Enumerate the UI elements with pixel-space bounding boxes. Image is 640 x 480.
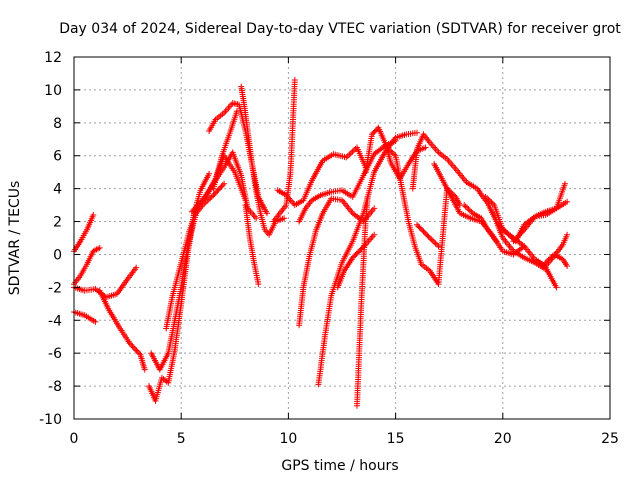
series-arc-21: [362, 124, 429, 182]
series-arc-15: [274, 144, 369, 209]
data-point-markers: [542, 251, 571, 269]
x-tick-label: 20: [494, 431, 512, 447]
series-arc-13: [242, 202, 262, 288]
y-tick-label: 2: [53, 215, 62, 231]
series-arc-22: [384, 144, 463, 288]
data-point-markers: [362, 124, 429, 182]
y-tick-label: 10: [44, 83, 62, 99]
x-tick-label: 25: [601, 431, 619, 447]
data-point-markers: [461, 202, 500, 245]
data-point-markers: [354, 193, 371, 409]
y-tick-label: -6: [48, 346, 62, 362]
x-tick-label: 15: [387, 431, 405, 447]
data-points: [71, 77, 571, 409]
y-tick-label: 4: [53, 182, 62, 198]
y-tick-label: 8: [53, 116, 62, 132]
series-arc-24: [414, 221, 442, 250]
series-arc-11: [210, 108, 240, 192]
data-point-markers: [510, 198, 571, 245]
y-tick-label: -8: [48, 379, 62, 395]
chart-title: Day 034 of 2024, Sidereal Day-to-day VTE…: [59, 21, 621, 37]
y-tick-label: -2: [48, 280, 62, 296]
series-arc-31: [542, 251, 571, 269]
plot-frame: [73, 56, 611, 420]
y-tick-label: -4: [48, 313, 62, 329]
series-arc-26: [461, 202, 500, 245]
series-arc-23: [409, 131, 549, 273]
x-tick-label: 5: [177, 431, 186, 447]
data-point-markers: [210, 108, 240, 192]
data-point-markers: [414, 221, 442, 250]
x-axis-title: GPS time / hours: [281, 458, 398, 474]
data-point-markers: [96, 287, 148, 373]
series-arc-20: [354, 193, 371, 409]
x-tick-label: 0: [70, 431, 79, 447]
y-axis-title: SDTVAR / TECUs: [7, 181, 23, 296]
y-tick-label: 6: [53, 149, 62, 165]
data-point-markers: [274, 144, 369, 209]
y-tick-label: 0: [53, 247, 62, 263]
series-arc-05: [96, 287, 148, 373]
data-point-markers: [238, 83, 288, 238]
y-tick-label: -10: [39, 412, 62, 428]
data-point-markers: [384, 144, 463, 288]
data-point-markers: [409, 131, 549, 273]
series-arc-29: [510, 198, 571, 245]
x-tick-label: 10: [279, 431, 297, 447]
y-tick-label: 12: [44, 50, 62, 66]
data-point-markers: [242, 202, 262, 288]
axis-ticks: 0 5 10 15 20 25 -10 -8 -6 -4 -2 0 2 4 6 8 10 12: [39, 50, 619, 447]
series-arc-12: [238, 83, 288, 238]
